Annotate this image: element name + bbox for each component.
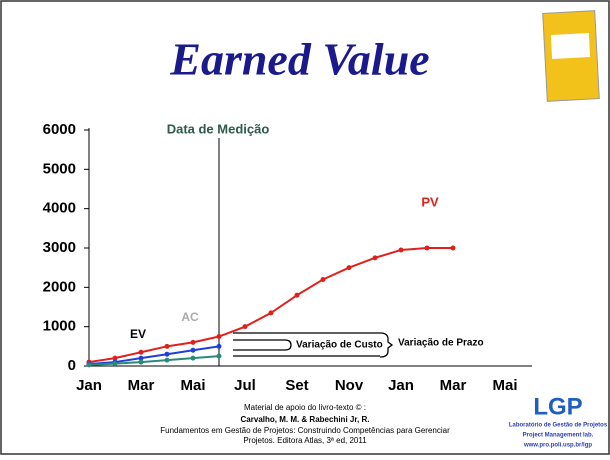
data-point bbox=[164, 343, 170, 349]
footer-line: Fundamentos em Gestão de Projetos: Const… bbox=[160, 426, 450, 435]
footer-line: Carvalho, M. M. & Rabechini Jr, R. bbox=[241, 415, 370, 424]
data-point bbox=[216, 343, 222, 349]
data-point bbox=[216, 353, 222, 359]
data-point bbox=[86, 362, 92, 368]
footer-line: Material de apoio do livro-texto © : bbox=[244, 403, 366, 412]
series-label: AC bbox=[181, 310, 199, 324]
data-point bbox=[450, 245, 456, 251]
x-tick-label: Jan bbox=[76, 377, 102, 394]
y-tick-label: 0 bbox=[68, 357, 76, 374]
data-point bbox=[398, 247, 404, 253]
data-point bbox=[112, 361, 118, 367]
logo-text: Laboratório de Gestão de Projetos bbox=[509, 423, 608, 429]
data-point bbox=[268, 310, 274, 316]
variance-brackets bbox=[233, 332, 394, 358]
logo: LGP bbox=[533, 393, 582, 420]
y-tick-label: 5000 bbox=[43, 160, 76, 177]
logo-text: Project Management lab. bbox=[523, 433, 594, 439]
logo-text: www.pro.poli.usp.br/lgp bbox=[523, 443, 592, 449]
data-point bbox=[138, 355, 144, 361]
data-point bbox=[216, 334, 222, 339]
y-tick-label: 1000 bbox=[43, 318, 76, 335]
data-point bbox=[372, 255, 378, 261]
x-tick-label: Mar bbox=[128, 377, 155, 394]
book-cover bbox=[542, 10, 600, 102]
y-tick-label: 6000 bbox=[43, 121, 76, 138]
footer-line: Projetos. Editora Atlas, 3ª ed, 2011 bbox=[243, 436, 367, 445]
data-point bbox=[138, 349, 144, 355]
measurement-date-label: Data de Medição bbox=[167, 121, 270, 136]
x-tick-label: Mar bbox=[440, 377, 467, 394]
data-point bbox=[294, 292, 300, 298]
cost-variance-label: Variação de Custo bbox=[296, 340, 383, 351]
data-point bbox=[190, 355, 196, 361]
y-tick-label: 3000 bbox=[43, 239, 76, 256]
data-point bbox=[190, 347, 196, 353]
x-tick-label: Jul bbox=[234, 377, 256, 394]
data-point bbox=[424, 245, 430, 251]
data-point bbox=[164, 357, 170, 363]
data-point bbox=[112, 355, 118, 361]
x-tick-label: Set bbox=[285, 377, 308, 394]
y-tick-label: 2000 bbox=[43, 278, 76, 295]
slide-title: Earned Value bbox=[169, 34, 429, 85]
series-label: PV bbox=[421, 194, 439, 209]
data-point bbox=[164, 351, 170, 357]
data-point bbox=[320, 276, 326, 282]
x-tick-label: Mai bbox=[492, 377, 517, 394]
data-point bbox=[190, 339, 196, 345]
y-tick-label: 4000 bbox=[43, 200, 76, 217]
x-tick-label: Mai bbox=[180, 377, 205, 394]
series-line bbox=[88, 345, 220, 366]
data-point bbox=[242, 324, 248, 330]
x-tick-label: Nov bbox=[335, 377, 364, 394]
series-label: EV bbox=[130, 327, 146, 341]
schedule-variance-label: Variação de Prazo bbox=[398, 338, 484, 349]
data-point bbox=[138, 359, 144, 365]
series-line bbox=[88, 355, 220, 366]
x-tick-label: Jan bbox=[388, 377, 414, 394]
data-point bbox=[346, 265, 352, 271]
